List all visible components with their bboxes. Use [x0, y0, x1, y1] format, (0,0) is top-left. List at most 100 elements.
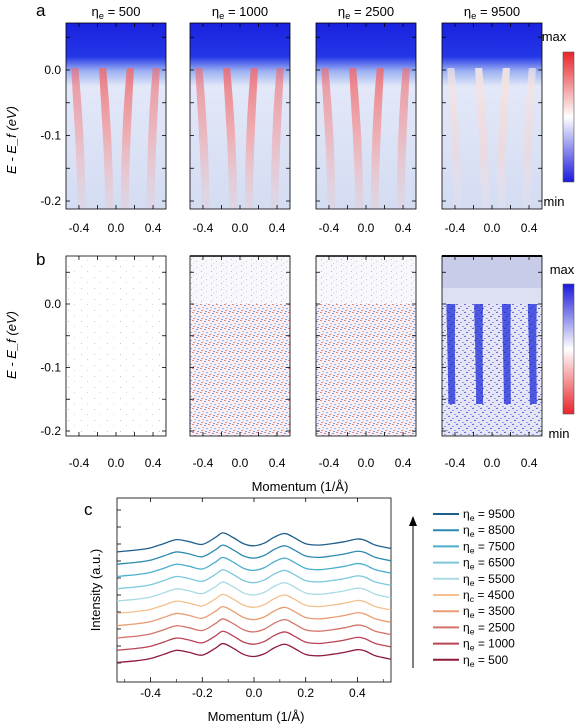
increase-arrow [409, 516, 417, 668]
panel-a-xtick-label: -0.4 [193, 221, 214, 235]
panel-b-band [474, 304, 484, 404]
panel-b-band [446, 304, 456, 404]
panel-a-band [223, 68, 238, 209]
panel-b-ytick-label: 0.0 [44, 297, 61, 311]
panel-b-map-top [190, 256, 290, 304]
panel-b-map-4: -0.4 0.0 0.4 [441, 255, 543, 470]
panel-a-xtick-label: 0.4 [521, 221, 538, 235]
panel-a-band [195, 68, 210, 209]
panel-b-map-top2 [442, 288, 542, 304]
panel-b-xtick-label: -0.4 [69, 456, 90, 470]
panel-b-map-noise [316, 304, 416, 436]
series-line-10 [116, 642, 392, 664]
panel-b-xtick-label: 0.4 [395, 456, 412, 470]
panel-a-xtick-label: 0.4 [269, 221, 286, 235]
panel-b-map-noise [190, 304, 290, 436]
panel-b-band [527, 304, 537, 404]
panel-a-ytick-label: 0.0 [44, 63, 61, 77]
panel-c-xtick-label: -0.4 [140, 686, 161, 700]
panel-b-map-top [316, 256, 416, 304]
panel-b-ytick-label: -0.2 [40, 424, 61, 438]
panel-a-letter: a [36, 1, 46, 20]
panel-b-heatmaps: -0.4 0.0 0.4 0.0 -0.1 -0.2 -0.4 0.0 0.4 -0.4 0.0 0.… [40, 255, 543, 470]
panel-a-band [270, 68, 284, 209]
legend-label: ηc = 4500 [463, 588, 515, 604]
panel-b-colorbar: max min [549, 262, 575, 441]
panel-a-band [120, 68, 134, 209]
panel-b-xtick-label: 0.4 [521, 456, 538, 470]
panel-b-cbar-gradient [562, 283, 575, 415]
legend-label: ηe = 7500 [463, 539, 515, 555]
panel-a-band [447, 68, 462, 209]
panel-a-map-2: ηe = 1000 -0.4 0.0 0.4 [189, 4, 291, 235]
panel-a-xtick-label: 0.0 [484, 221, 501, 235]
panel-a-xtick-label: 0.0 [232, 221, 249, 235]
panel-c-letter: c [84, 500, 93, 519]
panel-a-colorbar: max min [542, 29, 575, 209]
panel-a-band [146, 68, 160, 209]
panel-a-band [370, 68, 384, 209]
panel-a-xtick-label: 0.4 [395, 221, 412, 235]
legend-label: ηe = 2500 [463, 620, 515, 636]
panel-a-map-1: ηe = 500 -0.4 0.0 0.4 0.0 -0.1 -0.2 [40, 4, 167, 235]
series-line-7 [116, 606, 392, 627]
panel-b-xtick-label: -0.4 [319, 456, 340, 470]
series-line-3 [116, 556, 392, 578]
panel-a-cbar-gradient [562, 51, 575, 183]
panel-b-xtick-label: 0.4 [145, 456, 162, 470]
legend-label: ηe = 3500 [463, 604, 515, 620]
panel-b-map-bg [66, 256, 166, 436]
panel-b-xtick-label: 0.0 [232, 456, 249, 470]
panel-b-ylabel: E - E_f (eV) [4, 311, 19, 379]
legend-label: ηe = 8500 [463, 523, 515, 539]
panel-a-title: ηe = 1000 [212, 4, 268, 21]
panel-b-band [501, 304, 511, 404]
panel-a-xtick-label: -0.4 [69, 221, 90, 235]
panel-a-cbar-min: min [544, 194, 565, 209]
series-line-1 [116, 532, 392, 553]
panel-a-xtick-label: -0.4 [319, 221, 340, 235]
panel-a-band [321, 68, 336, 209]
panel-a-band [496, 68, 510, 209]
panel-a-band [244, 68, 258, 209]
panel-a-band [396, 68, 410, 209]
series-line-2 [116, 544, 392, 565]
panel-a-xtick-label: -0.4 [445, 221, 466, 235]
series-line-9 [116, 630, 392, 651]
series-line-6 [116, 593, 392, 615]
series-line-5 [116, 581, 392, 602]
panel-b-letter: b [36, 250, 45, 269]
panel-a-band [522, 68, 536, 209]
panel-a-xtick-label: 0.0 [108, 221, 125, 235]
panel-b-map-noise [442, 304, 542, 436]
panel-b-xtick-label: 0.0 [484, 456, 501, 470]
panel-c-xtick-label: -0.2 [192, 686, 213, 700]
panel-b-cbar-max: max [550, 262, 575, 277]
panel-a-ylabel: E - E_f (eV) [4, 106, 19, 174]
panel-b-xtick-label: 0.0 [358, 456, 375, 470]
panel-b-xtick-label: -0.4 [193, 456, 214, 470]
panel-b-xtick-label: 0.0 [108, 456, 125, 470]
panel-a-ytick-label: -0.2 [40, 194, 61, 208]
panel-a-map-3: ηe = 2500 -0.4 0.0 0.4 [315, 4, 417, 235]
panel-a-xtick-label: 0.4 [145, 221, 162, 235]
panel-b-map-2: -0.4 0.0 0.4 [189, 255, 291, 470]
panel-a-band [71, 68, 86, 209]
panel-c-ylabel: Intensity (a.u.) [88, 549, 103, 631]
legend-label: ηe = 5500 [463, 572, 515, 588]
panel-c-xlabel: Momentum (1/Å) [208, 709, 305, 724]
legend-label: ηe = 1000 [463, 637, 515, 653]
panel-a-xtick-label: 0.0 [358, 221, 375, 235]
panel-b-cbar-min: min [549, 426, 570, 441]
panel-c-xtick-label: 0.4 [349, 686, 366, 700]
panel-b-xtick-label: 0.4 [269, 456, 286, 470]
panel-b-map-3: -0.4 0.0 0.4 [315, 255, 417, 470]
panel-b-map-top [442, 256, 542, 288]
panel-a-title: ηe = 500 [92, 4, 141, 21]
legend-label: ηe = 9500 [463, 507, 515, 523]
panel-a-map-4: ηe = 9500 -0.4 0.0 0.4 [441, 4, 543, 235]
legend-label: ηe = 500 [463, 653, 509, 669]
panel-a-band [475, 68, 490, 209]
